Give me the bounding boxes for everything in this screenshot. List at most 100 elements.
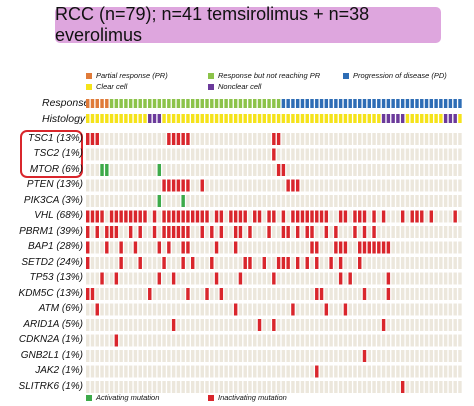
empty-cell	[300, 303, 305, 316]
empty-cell	[424, 272, 429, 285]
empty-cell	[281, 350, 286, 362]
activating-mutation-cell	[157, 164, 162, 176]
empty-cell	[410, 303, 414, 316]
empty-cell	[124, 381, 128, 393]
inactivating-mutation-cell	[276, 257, 281, 269]
empty-cell	[367, 303, 371, 316]
empty-cell	[257, 164, 262, 176]
inactivating-mutation-cell	[272, 272, 276, 285]
empty-cell	[458, 257, 462, 269]
empty-cell	[238, 288, 243, 300]
empty-cell	[190, 381, 195, 393]
inactivating-mutation-cell	[219, 288, 224, 300]
empty-cell	[391, 148, 395, 161]
empty-cell	[124, 148, 128, 161]
inactivating-mutation-cell	[372, 226, 376, 238]
response-cell	[343, 99, 348, 108]
inactivating-mutation-cell	[181, 257, 185, 269]
empty-cell	[381, 257, 386, 269]
empty-cell	[377, 133, 381, 145]
inactivating-mutation-cell	[114, 226, 119, 238]
histology-cell	[190, 114, 195, 123]
inactivating-mutation-cell	[362, 210, 367, 223]
inactivating-mutation-cell	[276, 133, 281, 145]
histology-cell	[410, 114, 414, 123]
inactivating-mutation-cell	[291, 303, 295, 316]
empty-cell	[253, 365, 257, 378]
histology-cell	[338, 114, 343, 123]
empty-cell	[386, 334, 391, 347]
empty-cell	[377, 148, 381, 161]
empty-cell	[448, 350, 453, 362]
empty-cell	[286, 288, 290, 300]
empty-cell	[238, 319, 243, 331]
empty-cell	[224, 210, 228, 223]
empty-cell	[405, 195, 410, 207]
histology-cell	[233, 114, 238, 123]
response-cell	[300, 99, 305, 108]
empty-cell	[124, 334, 128, 347]
response-cell	[420, 99, 424, 108]
empty-cell	[176, 319, 181, 331]
empty-cell	[405, 288, 410, 300]
empty-cell	[143, 164, 147, 176]
histology-cell	[171, 114, 176, 123]
empty-cell	[90, 365, 95, 378]
empty-cell	[229, 365, 233, 378]
empty-cell	[348, 195, 352, 207]
empty-cell	[219, 350, 224, 362]
empty-cell	[276, 241, 281, 254]
empty-cell	[152, 319, 157, 331]
inactivating-mutation-cell	[300, 210, 305, 223]
empty-cell	[391, 350, 395, 362]
empty-cell	[200, 195, 204, 207]
empty-cell	[257, 226, 262, 238]
empty-cell	[358, 164, 362, 176]
empty-cell	[95, 195, 99, 207]
empty-cell	[448, 303, 453, 316]
inactivating-mutation-cell	[324, 210, 329, 223]
empty-cell	[138, 303, 142, 316]
empty-cell	[310, 257, 314, 269]
empty-cell	[434, 226, 438, 238]
empty-cell	[157, 133, 162, 145]
empty-cell	[295, 195, 300, 207]
empty-cell	[262, 210, 267, 223]
empty-cell	[319, 148, 324, 161]
empty-cell	[396, 241, 400, 254]
empty-cell	[143, 148, 147, 161]
empty-cell	[105, 365, 109, 378]
empty-cell	[319, 303, 324, 316]
empty-cell	[400, 133, 405, 145]
response-cell	[429, 99, 434, 108]
response-cell	[195, 99, 200, 108]
empty-cell	[95, 148, 99, 161]
empty-cell	[205, 350, 209, 362]
empty-cell	[205, 179, 209, 192]
empty-cell	[186, 257, 190, 269]
empty-cell	[157, 148, 162, 161]
empty-cell	[167, 148, 171, 161]
empty-cell	[138, 133, 142, 145]
response-cell	[400, 99, 405, 108]
histology-cell	[95, 114, 99, 123]
inactivating-mutation-cell	[100, 210, 104, 223]
empty-cell	[434, 303, 438, 316]
empty-cell	[405, 133, 410, 145]
legend-nonclear: Nonclear cell	[208, 82, 261, 91]
empty-cell	[315, 148, 319, 161]
response-cell	[319, 99, 324, 108]
empty-cell	[257, 148, 262, 161]
empty-cell	[315, 350, 319, 362]
inactivating-mutation-cell	[353, 226, 357, 238]
response-cell	[105, 99, 109, 108]
empty-cell	[329, 381, 333, 393]
empty-cell	[424, 303, 429, 316]
empty-cell	[186, 272, 190, 285]
empty-cell	[176, 334, 181, 347]
empty-cell	[157, 288, 162, 300]
histology-cell	[415, 114, 419, 123]
empty-cell	[396, 334, 400, 347]
empty-cell	[229, 319, 233, 331]
histology-cell	[439, 114, 443, 123]
